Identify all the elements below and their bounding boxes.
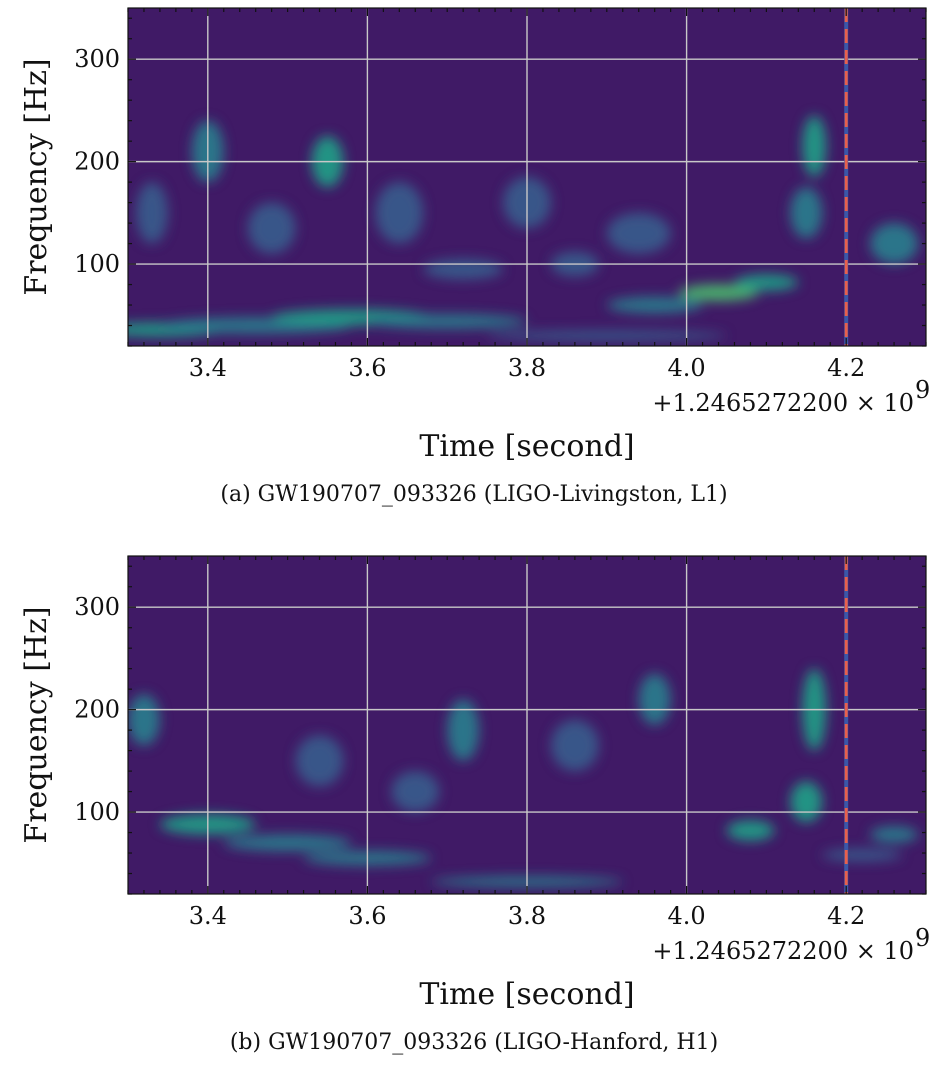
x-tick-label-3: 4.0 bbox=[668, 902, 706, 930]
x-tick-label-1: 3.6 bbox=[348, 902, 386, 930]
x-tick-label-1: 3.6 bbox=[348, 354, 386, 382]
y-tick-label-2: 300 bbox=[74, 593, 120, 621]
power-blob-6 bbox=[247, 202, 296, 254]
power-blob-12 bbox=[870, 826, 919, 843]
power-blob-11 bbox=[734, 274, 799, 291]
x-tick-label-4: 4.2 bbox=[827, 902, 865, 930]
power-blob-16 bbox=[606, 296, 703, 314]
x-offset-label: +1.2465272200 × 10 bbox=[652, 937, 914, 965]
y-tick-label-0: 100 bbox=[74, 250, 120, 278]
x-axis-title: Time [second] bbox=[419, 429, 634, 464]
power-blob-14 bbox=[870, 223, 919, 265]
power-blob-10 bbox=[678, 284, 759, 301]
power-blob-11 bbox=[295, 735, 344, 787]
x-axis-title: Time [second] bbox=[419, 977, 634, 1012]
power-blob-19 bbox=[135, 182, 168, 244]
power-blob-9 bbox=[638, 673, 671, 725]
spectrogram-panel-hanford: 3.4 3.6 3.8 4.0 4.2 100 200 300 +1.2465272200 × … bbox=[0, 548, 948, 1068]
power-blob-12 bbox=[802, 115, 827, 177]
power-blob-13 bbox=[391, 771, 440, 813]
power-blob-13 bbox=[790, 187, 823, 239]
x-tick-label-4: 4.2 bbox=[827, 354, 865, 382]
x-tick-label-0: 3.4 bbox=[189, 902, 227, 930]
power-blob-9 bbox=[606, 212, 671, 254]
y-tick-label-1: 200 bbox=[74, 148, 120, 176]
spectrogram-chart-hanford: 3.4 3.6 3.8 4.0 4.2 100 200 300 +1.2465272200 × … bbox=[19, 555, 930, 1012]
power-blob-7 bbox=[128, 694, 160, 746]
caption-livingston: (a) GW190707_093326 (LIGO-Livingston, L1… bbox=[220, 482, 728, 507]
power-blob-10 bbox=[550, 719, 599, 772]
x-offset-label: +1.2465272200 × 10 bbox=[652, 389, 914, 417]
x-tick-label-2: 3.8 bbox=[508, 902, 546, 930]
power-blob-15 bbox=[487, 330, 727, 341]
power-blob-7 bbox=[375, 182, 424, 244]
x-offset-exponent: 9 bbox=[915, 376, 930, 404]
power-blob-8 bbox=[447, 699, 480, 761]
y-tick-label-0: 100 bbox=[74, 798, 120, 826]
x-offset-exponent: 9 bbox=[915, 924, 930, 952]
power-blob-3 bbox=[367, 314, 527, 329]
x-tick-label-0: 3.4 bbox=[189, 354, 227, 382]
power-blob-5 bbox=[790, 781, 823, 823]
y-axis-title: Frequency [Hz] bbox=[19, 606, 54, 843]
caption-hanford: (b) GW190707_093326 (LIGO-Hanford, H1) bbox=[229, 1030, 719, 1055]
x-tick-label-2: 3.8 bbox=[508, 354, 546, 382]
spectrogram-chart-livingston: 3.4 3.6 3.8 4.0 4.2 100 200 300 +1.2465272200 × … bbox=[19, 7, 930, 464]
power-blob-1 bbox=[223, 834, 352, 851]
x-tick-label-3: 4.0 bbox=[668, 354, 706, 382]
spectrogram-panel-livingston: 3.4 3.6 3.8 4.0 4.2 100 200 300 +1.2465272200 × … bbox=[0, 0, 948, 520]
y-axis-title: Frequency [Hz] bbox=[19, 58, 54, 295]
y-tick-label-2: 300 bbox=[74, 45, 120, 73]
power-blob-14 bbox=[822, 848, 903, 862]
power-blob-17 bbox=[423, 258, 504, 280]
power-blob-4 bbox=[726, 820, 775, 841]
y-tick-label-1: 200 bbox=[74, 696, 120, 724]
